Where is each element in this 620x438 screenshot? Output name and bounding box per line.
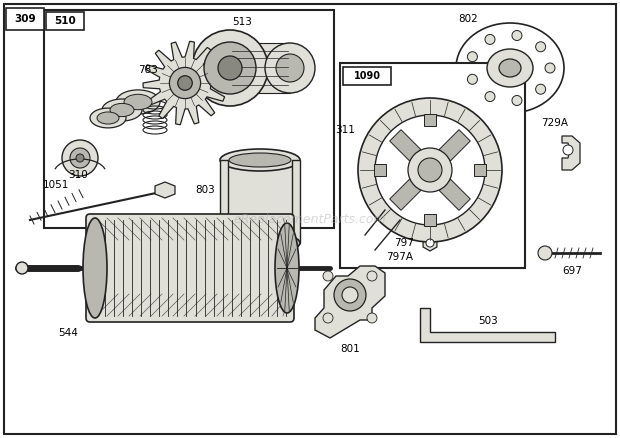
Circle shape (536, 42, 546, 52)
Bar (424, 114, 436, 126)
Circle shape (323, 313, 333, 323)
Text: 697: 697 (562, 266, 582, 276)
Text: 510: 510 (54, 16, 76, 26)
Circle shape (169, 67, 201, 99)
Text: 1051: 1051 (43, 180, 69, 190)
Circle shape (408, 148, 452, 192)
Circle shape (178, 76, 192, 90)
Circle shape (192, 30, 268, 106)
Text: 310: 310 (68, 170, 88, 180)
Polygon shape (143, 41, 227, 125)
Ellipse shape (102, 99, 142, 121)
Circle shape (536, 84, 546, 94)
Bar (390, 179, 421, 210)
Circle shape (563, 145, 573, 155)
Ellipse shape (275, 223, 299, 313)
Bar (44, 10, 334, 228)
Circle shape (538, 246, 552, 260)
Ellipse shape (456, 23, 564, 113)
Bar (220, 160, 300, 243)
Circle shape (512, 31, 522, 40)
Text: 801: 801 (340, 344, 360, 354)
Circle shape (76, 154, 84, 162)
Polygon shape (155, 182, 175, 198)
Circle shape (545, 63, 555, 73)
Ellipse shape (83, 218, 107, 318)
Ellipse shape (116, 90, 160, 114)
Text: 513: 513 (232, 17, 252, 27)
Bar (374, 164, 386, 176)
Circle shape (204, 42, 256, 94)
Text: 802: 802 (458, 14, 478, 24)
Circle shape (218, 56, 242, 80)
Bar (292, 160, 300, 243)
Text: 783: 783 (138, 65, 158, 75)
Text: 797: 797 (394, 238, 414, 248)
Polygon shape (562, 136, 580, 170)
Circle shape (334, 279, 366, 311)
Circle shape (265, 43, 315, 93)
Text: 309: 309 (14, 14, 36, 24)
Circle shape (367, 271, 377, 281)
Circle shape (485, 92, 495, 102)
Circle shape (358, 98, 502, 242)
Bar (343, 67, 391, 85)
Bar (424, 214, 436, 226)
Bar (390, 130, 421, 161)
Circle shape (16, 262, 28, 274)
Ellipse shape (220, 232, 300, 254)
Circle shape (323, 271, 333, 281)
Ellipse shape (90, 108, 126, 128)
Text: 544: 544 (58, 328, 78, 338)
Ellipse shape (110, 103, 134, 117)
Text: 1090: 1090 (353, 71, 381, 81)
Text: eReplacementParts.com: eReplacementParts.com (234, 212, 386, 226)
Bar (46, 12, 84, 30)
Text: 803: 803 (195, 185, 215, 195)
Ellipse shape (220, 149, 300, 171)
Ellipse shape (97, 112, 119, 124)
FancyBboxPatch shape (86, 214, 294, 322)
Polygon shape (420, 308, 555, 342)
Ellipse shape (487, 49, 533, 87)
Circle shape (426, 239, 434, 247)
Bar (474, 164, 486, 176)
Ellipse shape (124, 94, 152, 110)
Circle shape (512, 95, 522, 106)
Text: 503: 503 (478, 316, 498, 326)
Bar (6, 8, 44, 30)
Bar (340, 63, 525, 268)
Text: 729A: 729A (541, 118, 569, 128)
Circle shape (342, 287, 358, 303)
Text: 797A: 797A (386, 252, 414, 262)
Circle shape (70, 148, 90, 168)
Ellipse shape (229, 153, 291, 167)
Bar (439, 130, 471, 161)
Circle shape (467, 74, 477, 84)
Circle shape (418, 158, 442, 182)
Ellipse shape (499, 59, 521, 77)
Bar (220, 160, 228, 243)
Circle shape (276, 54, 304, 82)
Polygon shape (423, 235, 437, 251)
Text: 311: 311 (335, 125, 355, 135)
Bar (230, 43, 290, 93)
Circle shape (62, 140, 98, 176)
Circle shape (467, 52, 477, 62)
Polygon shape (315, 266, 385, 338)
Bar (439, 179, 471, 210)
Circle shape (375, 115, 485, 225)
Circle shape (367, 313, 377, 323)
Circle shape (485, 35, 495, 44)
